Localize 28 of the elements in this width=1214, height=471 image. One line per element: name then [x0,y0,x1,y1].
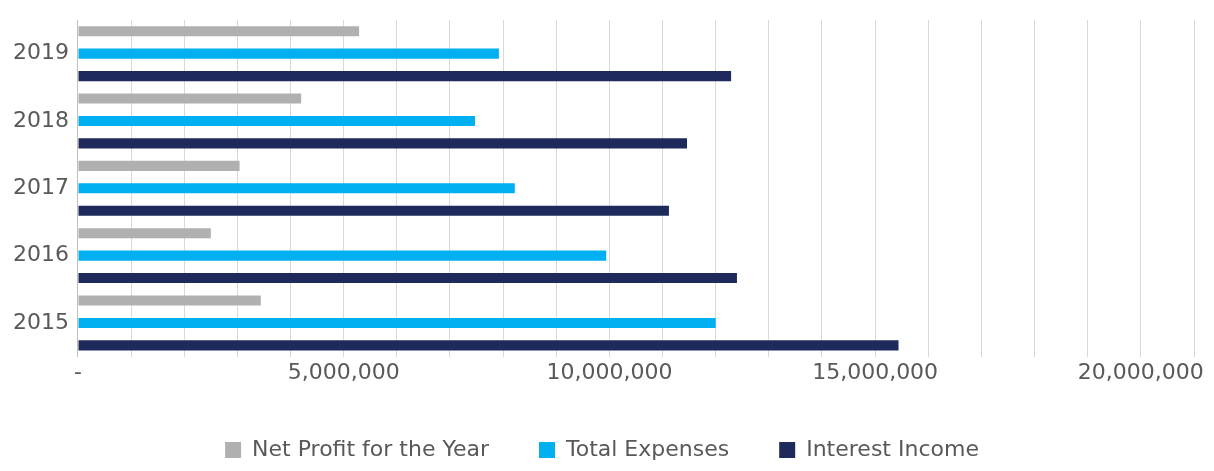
bar [78,273,737,284]
bar [78,183,515,194]
legend-label: Net Profit for the Year [252,435,490,461]
y-tick-label: 2016 [12,241,69,267]
x-tick-label: - [74,358,82,384]
bar [78,26,360,37]
y-tick-label: 2018 [12,106,69,132]
y-tick-label: 2015 [12,308,69,334]
y-tick-label: 2019 [12,39,69,65]
x-tick-label: 5,000,000 [287,358,400,384]
x-tick-label: 20,000,000 [1077,358,1204,384]
bar [78,138,688,149]
bar [78,160,240,171]
bar [78,71,732,82]
bar [78,115,475,127]
bar [78,228,211,239]
bar [78,340,899,351]
x-tick-label: 15,000,000 [812,358,939,384]
bar [78,205,669,216]
x-tick-label: 10,000,000 [546,358,673,384]
y-tick-label: 2017 [12,174,69,200]
bar [78,93,302,104]
bar [78,48,499,59]
legend-label: Interest Income [806,435,979,461]
bar [78,295,261,306]
bar [78,317,716,328]
legend-label: Total Expenses [564,435,730,461]
bar [78,250,607,261]
